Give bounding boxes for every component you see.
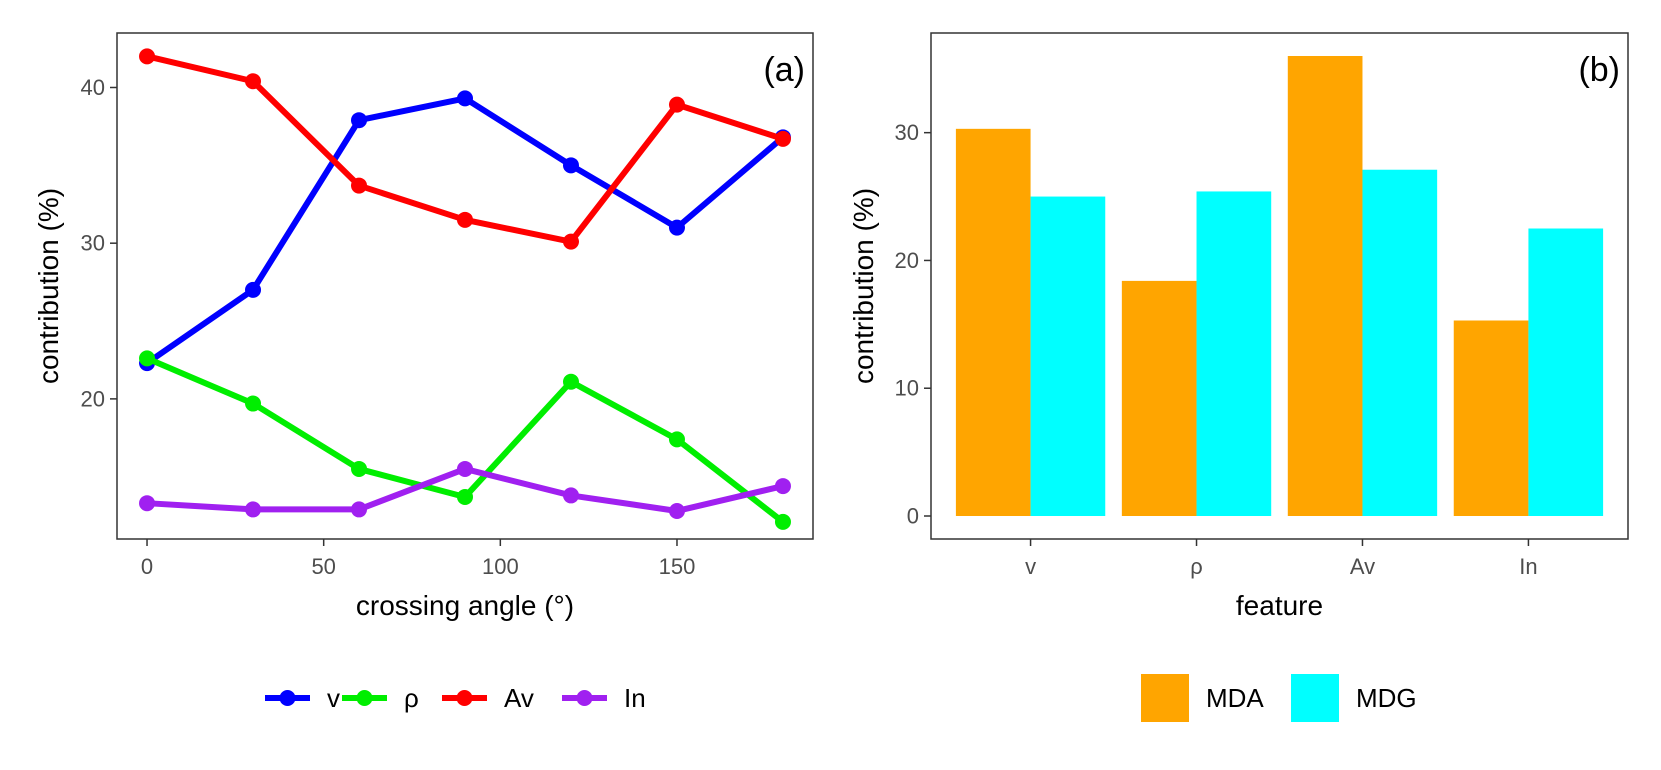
data-point-In bbox=[351, 501, 368, 518]
legend-key-swatch bbox=[1291, 674, 1339, 722]
data-point-In bbox=[457, 460, 473, 477]
bar-MDG-1 bbox=[1196, 191, 1272, 516]
x-tick-label: 0 bbox=[141, 554, 153, 579]
bar-MDA-2 bbox=[1287, 56, 1363, 516]
data-point-Av bbox=[774, 130, 791, 147]
data-point-Av bbox=[351, 177, 368, 194]
legend-key-point bbox=[356, 690, 373, 706]
data-point-ρ bbox=[139, 350, 156, 367]
x-tick-label: v bbox=[1025, 554, 1036, 579]
data-point-v bbox=[245, 281, 262, 298]
y-tick-label: 0 bbox=[907, 504, 919, 529]
bar-MDA-0 bbox=[955, 128, 1031, 517]
legend-key-point bbox=[456, 690, 473, 706]
x-tick-label: Av bbox=[1350, 554, 1375, 579]
bar-MDG-0 bbox=[1030, 196, 1106, 517]
legend-key-point bbox=[576, 690, 593, 706]
data-point-ρ bbox=[245, 395, 262, 412]
data-point-ρ bbox=[351, 460, 368, 477]
data-point-v bbox=[562, 157, 579, 174]
bar-MDG-3 bbox=[1528, 228, 1604, 516]
data-point-Av bbox=[457, 211, 473, 228]
legend-label: In bbox=[624, 683, 646, 713]
y-axis-title: contribution (%) bbox=[848, 188, 879, 384]
data-point-Av bbox=[245, 73, 262, 90]
data-point-ρ bbox=[457, 488, 473, 505]
data-point-ρ bbox=[668, 431, 685, 448]
legend-label: MDG bbox=[1356, 683, 1417, 713]
legend-label: ρ bbox=[404, 683, 419, 713]
legend-a: v ρ Av In bbox=[265, 683, 646, 713]
legend-label: MDA bbox=[1206, 683, 1264, 713]
data-point-ρ bbox=[562, 373, 579, 390]
data-point-Av bbox=[562, 233, 579, 250]
x-tick-label: 150 bbox=[659, 554, 696, 579]
data-point-In bbox=[245, 501, 262, 518]
legend-b: MDA MDG bbox=[1141, 674, 1417, 722]
x-tick-label: 50 bbox=[311, 554, 335, 579]
y-axis-title: contribution (%) bbox=[33, 188, 64, 384]
data-point-v bbox=[457, 90, 473, 107]
data-point-v bbox=[668, 219, 685, 236]
data-point-ρ bbox=[774, 513, 791, 530]
data-point-In bbox=[668, 502, 685, 519]
panel-b: 0 10 20 30 v ρ Av In feature contribution (%) (b) bbox=[848, 32, 1629, 621]
x-axis-title: crossing angle (°) bbox=[356, 590, 574, 621]
panel-label: (a) bbox=[763, 51, 805, 89]
panel-a: 20 30 40 0 50 100 150 crossing angle (°) contrib… bbox=[33, 32, 814, 621]
y-tick-label: 20 bbox=[895, 248, 919, 273]
x-axis-title: feature bbox=[1236, 590, 1323, 621]
y-tick-label: 30 bbox=[81, 231, 105, 256]
y-tick-label: 20 bbox=[81, 386, 105, 411]
bar-MDA-1 bbox=[1121, 280, 1197, 516]
legend-key-point bbox=[279, 690, 296, 706]
data-point-v bbox=[351, 112, 368, 129]
data-point-In bbox=[562, 487, 579, 504]
legend-label: v bbox=[327, 683, 340, 713]
y-tick-label: 30 bbox=[895, 120, 919, 145]
legend-key-swatch bbox=[1141, 674, 1189, 722]
data-point-In bbox=[139, 495, 156, 512]
bar-MDA-3 bbox=[1453, 320, 1529, 516]
bar-MDG-2 bbox=[1362, 169, 1438, 516]
x-tick-label: ρ bbox=[1190, 554, 1203, 579]
y-tick-label: 40 bbox=[81, 75, 105, 100]
data-point-In bbox=[774, 478, 791, 495]
x-tick-label: 100 bbox=[482, 554, 519, 579]
panel-label: (b) bbox=[1578, 51, 1620, 89]
x-tick-label: In bbox=[1519, 554, 1537, 579]
y-tick-label: 10 bbox=[895, 376, 919, 401]
legend-label: Av bbox=[504, 683, 534, 713]
data-point-Av bbox=[139, 48, 156, 65]
data-point-Av bbox=[668, 96, 685, 113]
